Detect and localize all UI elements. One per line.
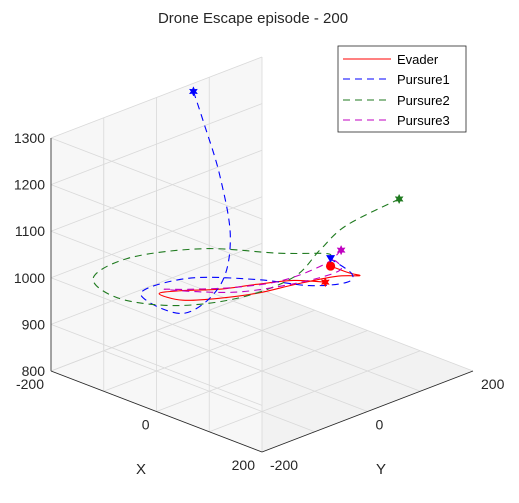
start-marker-evader [320,276,330,288]
legend-label-pursure2: Pursure2 [397,93,450,108]
series-line-pursure2 [92,198,400,307]
axes-box [50,138,474,453]
grid-line-wall-right-horizontal [50,149,263,232]
x-tick-label: 200 [232,457,256,473]
chart-title: Drone Escape episode - 200 [158,10,348,27]
grid-line-wall-right-horizontal [50,243,263,325]
z-tick-label: 1300 [14,130,45,146]
legend-label-pursure1: Pursure1 [397,72,450,87]
start-marker-pursure1 [188,86,198,97]
series-line-evader [158,265,361,301]
legend: Evader Pursure1 Pursure2 Pursure3 [337,45,467,133]
series-lines [92,91,400,314]
grid-line-wall-right-horizontal [50,289,263,372]
legend-item-pursure2: Pursure2 [343,93,450,108]
y-tick-label: 0 [376,417,384,433]
y-axis-line [261,370,474,453]
end-marker-pursure1 [326,255,336,263]
grid-line-wall-right-horizontal [50,103,263,185]
legend-label-pursure3: Pursure3 [397,113,450,128]
legend-item-evader: Evader [343,52,439,67]
y-tick-label: 200 [481,376,505,392]
grid-line-wall-right-horizontal [50,56,263,139]
legend-box [337,45,467,133]
x-axis-label: X [136,461,146,478]
x-tick-label: -200 [16,376,44,392]
legend-item-pursure3: Pursure3 [343,113,450,128]
z-tick-label: 1100 [15,223,45,239]
z-tick-label: 1000 [14,270,45,286]
grid-lines [50,56,474,453]
series-line-pursure1 [140,91,354,314]
y-axis-label: Y [376,461,386,478]
grid-line-floor-y [261,289,474,372]
y-tick-label: -200 [270,457,298,473]
tick-labels: -200 0 200 -200 0 200 800 900 1000 1100 1200 1300 [14,130,505,473]
start-marker-pursure2 [394,193,404,205]
grid-line-wall-left-horizontal [50,324,263,406]
series-markers [188,86,404,288]
legend-label-evader: Evader [397,52,439,67]
z-tick-label: 1200 [14,177,45,193]
start-marker-pursure3 [336,244,346,256]
x-tick-label: 0 [142,417,150,433]
x-axis-line [50,370,263,453]
end-marker-evader [325,261,336,271]
series-line-pursure3 [163,249,343,294]
z-tick-label: 900 [22,316,46,332]
legend-item-pursure1: Pursure1 [343,72,450,87]
z-tick-label: 800 [22,363,46,379]
grid-line-floor-y [209,309,421,392]
